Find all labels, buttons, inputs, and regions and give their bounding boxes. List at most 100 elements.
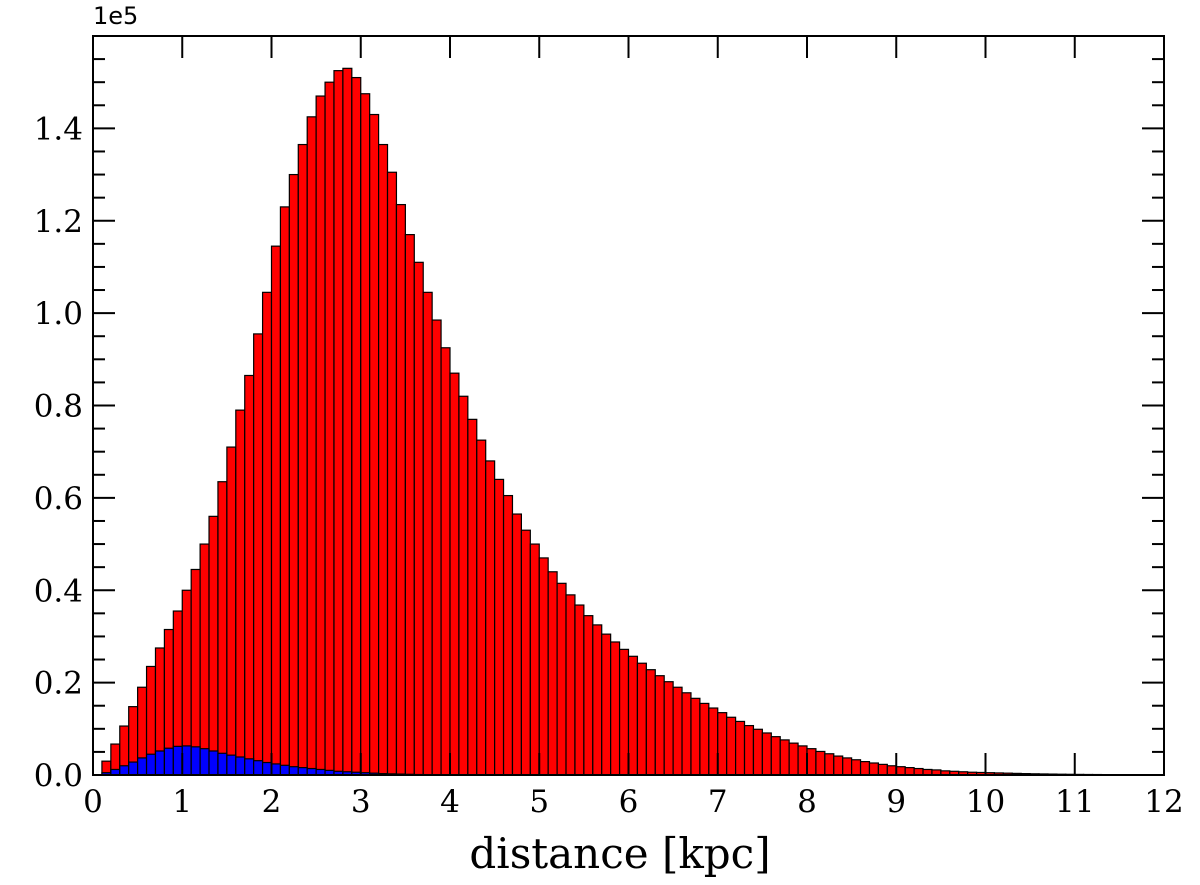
bar-s0-67 bbox=[699, 702, 710, 776]
bar-s0-29 bbox=[360, 93, 371, 776]
bar-s1-16 bbox=[244, 758, 255, 776]
bar-s0-16 bbox=[244, 374, 255, 776]
y-tick-label: 1.2 bbox=[34, 204, 83, 240]
bar-s0-71 bbox=[734, 720, 746, 776]
bar-s1-7 bbox=[163, 747, 174, 776]
x-tick-label: 8 bbox=[797, 784, 817, 820]
bar-s0-76 bbox=[779, 739, 790, 776]
bar-s1-17 bbox=[253, 760, 264, 776]
x-axis: 0 1 2 3 4 5 6 7 8 9 10 11 12 bbox=[83, 36, 1184, 820]
bar-s0-23 bbox=[306, 116, 317, 776]
bar-s0-85 bbox=[859, 761, 871, 776]
y-axis: 0.0 0.2 0.4 0.6 0.8 1.0 1.2 1.4 bbox=[34, 35, 1164, 794]
bar-s1-20 bbox=[279, 764, 290, 776]
bar-s1-6 bbox=[154, 750, 166, 776]
x-tick-label: 5 bbox=[529, 784, 549, 820]
bar-s0-74 bbox=[761, 732, 772, 776]
bar-s1-5 bbox=[145, 753, 157, 776]
bar-s0-54 bbox=[583, 615, 594, 776]
bar-s0-68 bbox=[708, 707, 719, 776]
bar-s0-42 bbox=[476, 439, 487, 776]
x-tick-label: 12 bbox=[1144, 784, 1183, 820]
bar-s0-58 bbox=[618, 648, 630, 776]
bar-s0-44 bbox=[494, 478, 505, 776]
x-tick-label: 7 bbox=[708, 784, 728, 820]
y-tick-label: 0.8 bbox=[34, 389, 83, 425]
bar-s0-30 bbox=[369, 113, 380, 776]
bar-s0-84 bbox=[851, 759, 862, 776]
bar-s0-33 bbox=[395, 203, 406, 776]
bar-s0-80 bbox=[815, 750, 826, 776]
y-tick-label: 1.0 bbox=[34, 296, 83, 332]
bar-s1-8 bbox=[172, 745, 183, 776]
x-tick-label: 1 bbox=[172, 784, 192, 820]
bar-s0-38 bbox=[440, 347, 451, 776]
bar-s0-77 bbox=[788, 742, 799, 776]
bar-s0-43 bbox=[485, 460, 496, 776]
bar-s0-52 bbox=[565, 594, 576, 776]
x-tick-label: 9 bbox=[886, 784, 906, 820]
bar-s1-19 bbox=[270, 763, 282, 776]
bar-s1-4 bbox=[137, 757, 148, 776]
bar-s1-14 bbox=[226, 754, 237, 776]
bar-s0-32 bbox=[386, 171, 398, 776]
bar-s0-12 bbox=[208, 515, 219, 776]
y-tick-label: 0.4 bbox=[34, 573, 83, 609]
bar-s0-34 bbox=[404, 234, 415, 776]
bar-s0-36 bbox=[422, 291, 433, 776]
bar-s0-78 bbox=[797, 745, 808, 776]
y-offset-label: 1e5 bbox=[93, 2, 138, 30]
bar-s0-24 bbox=[315, 95, 326, 776]
bar-s0-13 bbox=[217, 481, 228, 776]
bar-s0-61 bbox=[645, 669, 656, 776]
y-tick-label: 0.2 bbox=[34, 666, 83, 702]
bar-s0-25 bbox=[324, 81, 335, 776]
bar-s0-35 bbox=[413, 261, 424, 776]
x-tick-label: 10 bbox=[966, 784, 1005, 820]
bar-s0-22 bbox=[297, 143, 308, 776]
bar-s0-79 bbox=[806, 748, 817, 776]
bar-s0-39 bbox=[449, 372, 460, 776]
bar-s0-73 bbox=[752, 728, 763, 776]
bar-s0-11 bbox=[199, 543, 210, 776]
y-tick-label: 0.6 bbox=[34, 481, 83, 517]
bar-s0-28 bbox=[351, 76, 362, 776]
bar-s0-83 bbox=[842, 757, 853, 776]
bar-s0-56 bbox=[601, 633, 612, 776]
bar-s0-49 bbox=[538, 557, 549, 776]
bar-s1-2 bbox=[119, 765, 130, 776]
bar-s0-47 bbox=[520, 529, 531, 776]
bar-s1-3 bbox=[128, 761, 139, 776]
bar-s0-20 bbox=[279, 206, 290, 776]
bar-s0-72 bbox=[743, 724, 755, 776]
bar-s1-22 bbox=[297, 767, 308, 776]
bar-s0-15 bbox=[235, 409, 246, 776]
bar-s0-48 bbox=[529, 543, 540, 776]
bar-s0-17 bbox=[253, 333, 264, 776]
bar-s0-60 bbox=[636, 662, 647, 776]
bar-s1-10 bbox=[190, 746, 201, 776]
bar-s1-21 bbox=[288, 766, 299, 776]
bar-s0-59 bbox=[627, 655, 639, 776]
bar-s0-10 bbox=[190, 568, 201, 776]
bar-s1-13 bbox=[217, 752, 228, 776]
bar-s0-87 bbox=[877, 763, 888, 776]
bar-s0-37 bbox=[431, 319, 442, 776]
y-tick-label: 0.0 bbox=[34, 758, 83, 794]
bar-s0-82 bbox=[833, 755, 844, 776]
bar-s0-26 bbox=[333, 70, 344, 776]
bar-s0-40 bbox=[458, 395, 469, 776]
bar-s0-90 bbox=[904, 767, 915, 776]
bar-s1-9 bbox=[181, 745, 192, 776]
x-tick-label: 3 bbox=[351, 784, 371, 820]
bar-s1-12 bbox=[208, 750, 219, 776]
bar-s0-57 bbox=[610, 641, 621, 776]
x-tick-label: 2 bbox=[262, 784, 282, 820]
x-tick-label: 0 bbox=[83, 784, 103, 820]
bar-s0-46 bbox=[511, 513, 522, 776]
bar-s0-41 bbox=[467, 418, 478, 776]
x-tick-label: 6 bbox=[619, 784, 639, 820]
bar-s0-89 bbox=[895, 766, 906, 776]
bar-s0-19 bbox=[270, 245, 282, 776]
